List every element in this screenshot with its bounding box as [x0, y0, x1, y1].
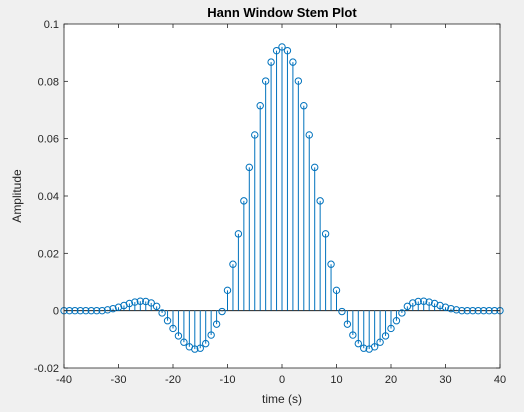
stem-marker — [403, 302, 412, 311]
stem-marker — [469, 306, 477, 315]
stem-marker — [196, 344, 204, 352]
stem-marker — [354, 339, 362, 348]
stem-marker — [152, 302, 161, 311]
stem-marker — [294, 77, 303, 85]
stem-marker — [420, 297, 428, 305]
x-tick-label: 10 — [330, 374, 342, 386]
stem-marker — [458, 306, 466, 315]
stems-layer — [60, 43, 504, 353]
x-tick-label: 40 — [494, 374, 506, 386]
stem-marker — [158, 309, 166, 317]
stem-marker — [223, 286, 232, 295]
stem-marker — [169, 324, 177, 333]
y-tick-label: 0.08 — [38, 76, 59, 88]
y-tick-label: 0.1 — [44, 19, 59, 31]
y-tick-label: 0.04 — [38, 191, 59, 203]
y-tick-label: -0.02 — [34, 363, 59, 375]
stem-marker — [398, 309, 406, 317]
stem-marker — [278, 43, 286, 51]
stem-marker — [212, 320, 221, 328]
stem-marker — [251, 131, 259, 139]
y-tick-label: 0.06 — [38, 134, 59, 146]
stem-marker — [191, 345, 199, 353]
stem-marker — [392, 317, 401, 325]
stem-marker — [256, 102, 264, 110]
stem-marker — [305, 131, 313, 139]
stem-marker — [447, 304, 455, 313]
x-tick-label: -10 — [220, 374, 236, 386]
stem-marker — [98, 306, 106, 315]
stem-marker — [82, 306, 90, 315]
stem-marker — [376, 338, 384, 346]
x-tick-label: 0 — [279, 374, 285, 386]
stem-marker — [202, 339, 210, 348]
y-tick-label: 0.02 — [38, 248, 59, 260]
stem-marker — [370, 343, 379, 351]
stem-marker — [103, 306, 112, 314]
tick-labels-layer: -40 -30 -20 -10 0 10 20 30 40 -0.02 0 0.02 0.04 0.06 0… — [34, 19, 506, 386]
stem-marker — [485, 306, 493, 315]
stem-marker — [479, 306, 488, 315]
y-tick-label: 0 — [53, 306, 59, 318]
stem-marker — [87, 306, 95, 315]
stem-marker — [387, 324, 395, 333]
stem-marker — [109, 304, 117, 313]
x-tick-label: -30 — [111, 374, 127, 386]
stem-marker — [245, 163, 254, 172]
y-axis-label: Amplitude — [10, 169, 24, 223]
stem-marker — [474, 306, 482, 315]
stem-marker — [125, 299, 134, 308]
x-axis-label: time (s) — [262, 392, 302, 406]
stem-marker — [261, 77, 270, 85]
stem-marker — [381, 332, 390, 340]
stem-marker — [71, 306, 79, 315]
stem-marker — [272, 46, 281, 55]
stem-marker — [207, 331, 215, 339]
stem-marker — [163, 317, 172, 325]
stem-marker — [131, 298, 139, 306]
stem-marker — [414, 297, 422, 306]
stem-marker — [321, 230, 330, 238]
stem-marker — [76, 306, 85, 315]
stem-marker — [436, 301, 444, 310]
stem-marker — [234, 230, 243, 238]
x-tick-label: 20 — [385, 374, 397, 386]
x-tick-label: -40 — [56, 374, 72, 386]
stem-marker — [283, 46, 292, 55]
stem-marker — [136, 297, 145, 305]
stem-marker — [332, 286, 341, 295]
stem-marker — [338, 307, 346, 316]
stem-marker — [441, 303, 450, 311]
stem-marker — [180, 338, 188, 346]
stem-marker — [343, 320, 352, 328]
stem-marker — [147, 299, 155, 307]
stem-marker — [463, 306, 471, 315]
stem-marker — [360, 344, 368, 352]
stem-marker — [409, 299, 417, 307]
axes-layer — [63, 23, 501, 369]
stem-marker — [142, 297, 150, 306]
stem-marker — [300, 102, 308, 110]
stem-marker — [289, 58, 297, 66]
chart-title: Hann Window Stem Plot — [207, 5, 357, 20]
stem-marker — [316, 197, 324, 205]
stem-marker — [240, 197, 248, 205]
stem-marker — [327, 260, 335, 268]
stem-marker — [311, 163, 319, 172]
stem-marker — [452, 306, 461, 314]
stem-marker — [218, 307, 226, 316]
stem-marker — [174, 332, 183, 340]
stem-marker — [267, 58, 275, 66]
stem-marker — [93, 306, 101, 315]
stem-marker — [425, 298, 433, 306]
stem-marker — [349, 331, 357, 339]
x-tick-label: -20 — [165, 374, 181, 386]
stem-marker — [229, 260, 237, 268]
x-tick-label: 30 — [439, 374, 451, 386]
stem-marker — [114, 303, 123, 311]
